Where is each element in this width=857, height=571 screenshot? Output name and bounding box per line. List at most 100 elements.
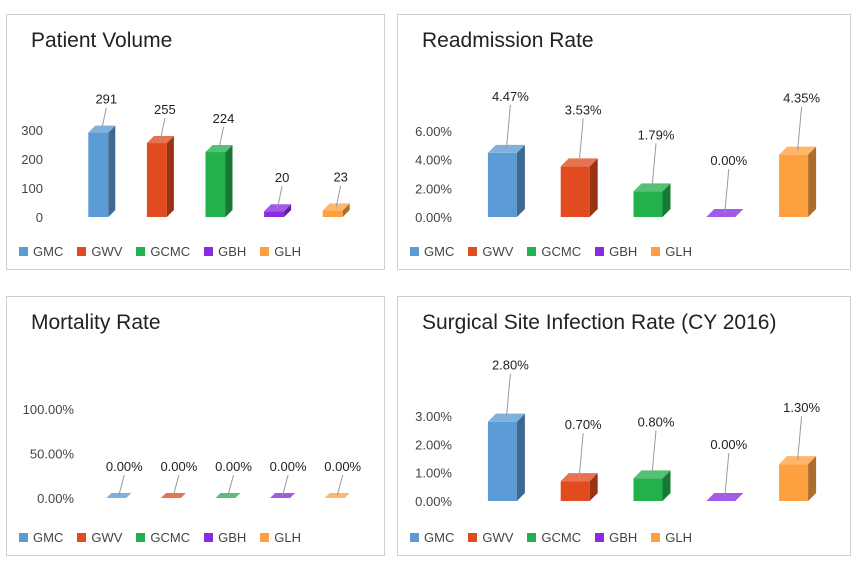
bar-gmc <box>88 125 116 217</box>
legend-label: GCMC <box>541 530 582 545</box>
data-label: 291 <box>95 92 117 107</box>
legend-swatch <box>468 533 478 542</box>
bar-front <box>779 464 809 501</box>
legend-label: GBH <box>218 530 247 545</box>
bar-gcmc <box>633 183 671 217</box>
legend-label: GWV <box>91 244 123 259</box>
legend-swatch <box>204 247 214 256</box>
leader-line <box>336 474 344 496</box>
chart-legend: GMC GWV GCMC GBH GLH <box>19 244 301 259</box>
legend-label: GLH <box>665 530 693 545</box>
bar-gwv <box>560 473 598 501</box>
legend-swatch <box>77 247 87 256</box>
bar-side <box>516 144 525 217</box>
y-tick-label: 50.00% <box>30 447 75 462</box>
bar-side <box>516 413 525 501</box>
leader-line <box>797 106 803 151</box>
chart-title: Mortality Rate <box>31 311 161 334</box>
bar-front <box>779 154 809 217</box>
legend-swatch <box>260 247 270 256</box>
chart-title: Surgical Site Infection Rate (CY 2016) <box>422 311 777 334</box>
legend-swatch <box>19 533 28 542</box>
legend-item: GLH <box>260 530 301 545</box>
legend-swatch <box>204 533 214 542</box>
bar-front <box>560 481 590 501</box>
y-tick-label: 0 <box>36 210 43 225</box>
bar-front <box>560 166 590 217</box>
legend-swatch <box>410 533 419 542</box>
legend-swatch <box>468 247 478 256</box>
leader-line <box>797 416 803 461</box>
legend-item: GBH <box>595 530 637 545</box>
leader-line <box>159 117 166 140</box>
bar-gmc <box>487 413 525 501</box>
y-tick-label: 0.00% <box>415 210 452 225</box>
legend-swatch <box>595 533 605 542</box>
data-label: 2.80% <box>492 358 529 373</box>
y-tick-label: 200 <box>21 152 43 167</box>
y-tick-label: 6.00% <box>415 124 452 139</box>
surgical-site-infection-panel: Surgical Site Infection Rate (CY 2016) 0… <box>397 296 851 556</box>
legend-label: GWV <box>482 530 514 545</box>
chart-title: Readmission Rate <box>422 29 594 52</box>
bar-top <box>779 146 817 155</box>
data-label: 0.00% <box>710 153 747 168</box>
legend-swatch <box>651 247 661 256</box>
leader-line <box>282 474 289 496</box>
legend-label: GLH <box>274 244 302 259</box>
legend-swatch <box>595 247 605 256</box>
readmission-rate-chart: 0.00% 2.00% 4.00% 6.00% 4.47% 3.53% 1.79% 0.00%… <box>415 89 820 225</box>
legend-swatch <box>136 533 146 542</box>
bar-side <box>662 470 671 501</box>
bar-front <box>146 143 167 217</box>
bar-gwv <box>560 158 598 217</box>
legend-swatch <box>527 533 537 542</box>
bar-side <box>108 125 116 217</box>
bar-glh <box>779 456 817 501</box>
data-label: 0.00% <box>270 459 307 474</box>
legend-label: GBH <box>609 244 638 259</box>
bar-glh <box>779 146 817 217</box>
legend-item: GBH <box>204 244 246 259</box>
y-tick-label: 2.00% <box>415 181 452 196</box>
leader-line <box>578 433 584 478</box>
patient-volume-panel: Patient Volume 0 100 200 300 291 255 224 20 23 G… <box>6 14 385 270</box>
legend-swatch <box>527 247 537 256</box>
legend-label: GLH <box>665 244 693 259</box>
readmission-rate-panel: Readmission Rate 0.00% 2.00% 4.00% 6.00% 4.4… <box>397 14 851 270</box>
mortality-rate-chart: 0.00% 50.00% 100.00% 0.00% 0.00% 0.00% 0.00% 0.… <box>23 402 362 506</box>
legend-swatch <box>19 247 28 256</box>
bar-gcmc <box>205 145 233 217</box>
legend-label: GWV <box>91 530 123 545</box>
legend-label: GMC <box>33 530 64 545</box>
bar-front <box>88 132 109 217</box>
leader-line <box>724 452 730 498</box>
bar-side <box>589 158 598 217</box>
legend-swatch <box>77 533 87 542</box>
legend-swatch <box>651 533 661 542</box>
data-label: 0.80% <box>638 414 675 429</box>
legend-label: GCMC <box>150 244 191 259</box>
data-label: 255 <box>154 102 176 117</box>
leader-line <box>651 430 657 475</box>
bar-front <box>633 191 663 217</box>
legend-item: GCMC <box>527 530 581 545</box>
leader-line <box>505 373 511 418</box>
bar-front <box>487 421 517 501</box>
bar-front <box>487 152 517 217</box>
legend-item: GWV <box>468 244 513 259</box>
leader-line <box>227 474 234 496</box>
y-tick-label: 3.00% <box>415 409 452 424</box>
legend-item: GLH <box>651 530 692 545</box>
surgical-site-infection-chart: 0.00% 1.00% 2.00% 3.00% 2.80% 0.70% 0.80% 0.00%… <box>415 358 820 509</box>
legend-label: GMC <box>33 244 64 259</box>
legend-label: GWV <box>482 244 514 259</box>
bar-side <box>808 146 817 217</box>
legend-item: GWV <box>77 530 122 545</box>
leader-line <box>101 107 107 130</box>
leader-line <box>651 143 657 188</box>
bar-side <box>284 204 292 217</box>
chart-legend: GMC GWV GCMC GBH GLH <box>19 530 301 545</box>
data-label: 1.30% <box>783 400 820 415</box>
legend-item: GCMC <box>527 244 581 259</box>
